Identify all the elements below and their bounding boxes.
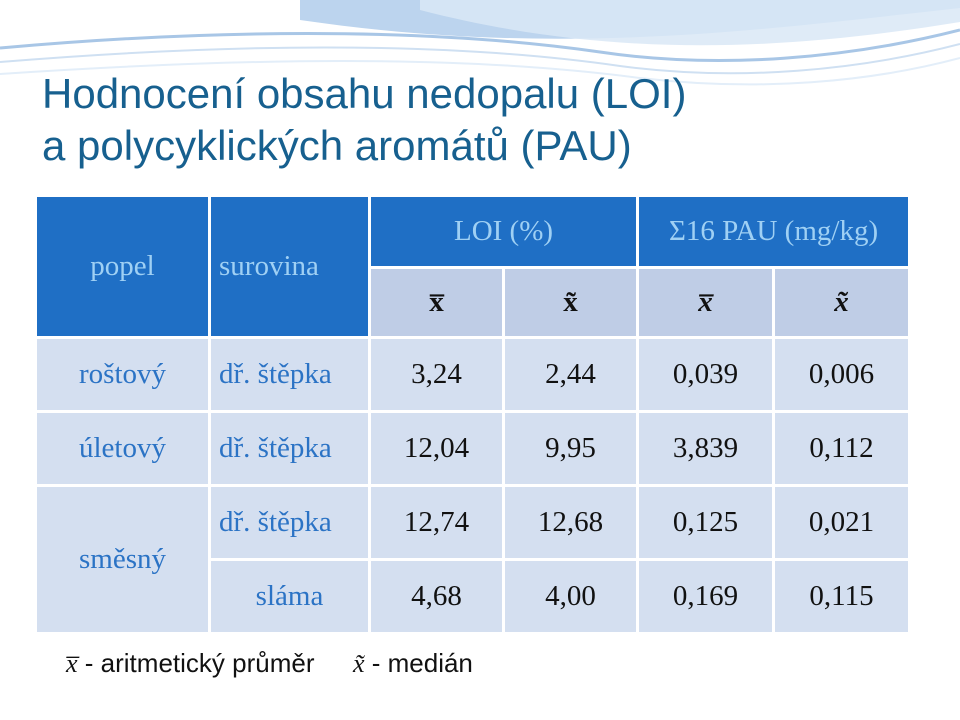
cell-surovina: sláma xyxy=(208,558,371,635)
cell-popel: úletový xyxy=(34,410,211,487)
header-loi: LOI (%) xyxy=(367,194,640,269)
cell-loi-median: 12,68 xyxy=(501,484,640,561)
cell-loi-median: 4,00 xyxy=(501,558,640,635)
table-row: sláma 4,68 4,00 0,169 0,115 xyxy=(36,558,912,635)
page-title: Hodnocení obsahu nedopalu (LOI) a polycy… xyxy=(42,68,686,172)
cell-popel: směsný xyxy=(34,484,211,635)
results-table: popel surovina LOI (%) Σ16 PAU (mg/kg) x… xyxy=(34,194,912,635)
legend-median-symbol: x̃ xyxy=(352,649,365,678)
header-surovina: surovina xyxy=(208,194,371,339)
subheader-pau-median: x̃ xyxy=(772,266,912,339)
header-pau: Σ16 PAU (mg/kg) xyxy=(636,194,912,269)
cell-loi-mean: 12,04 xyxy=(368,410,505,487)
legend: x̅ - aritmetický průměr x̃ - medián xyxy=(66,648,473,679)
legend-mean-symbol: x̅ xyxy=(66,649,78,678)
cell-loi-median: 9,95 xyxy=(501,410,640,487)
subheader-row: x̅ x̃ x̅ x̃ xyxy=(36,266,912,339)
cell-loi-mean: 4,68 xyxy=(368,558,505,635)
cell-pau-mean: 3,839 xyxy=(636,410,776,487)
cell-loi-median: 2,44 xyxy=(501,336,640,413)
cell-surovina: dř. štěpka xyxy=(208,484,371,561)
header-row: popel surovina LOI (%) Σ16 PAU (mg/kg) xyxy=(34,194,912,339)
title-line-2: a polycyklických aromátů (PAU) xyxy=(42,122,632,169)
legend-median-text: - medián xyxy=(371,648,473,678)
header-popel: popel xyxy=(34,194,211,339)
cell-pau-median: 0,021 xyxy=(772,484,912,561)
cell-pau-mean: 0,169 xyxy=(636,558,776,635)
table-row: roštový dř. štěpka 3,24 2,44 0,039 0,006 xyxy=(34,336,912,413)
legend-mean-text: - aritmetický průměr xyxy=(84,648,315,678)
cell-pau-median: 0,006 xyxy=(772,336,912,413)
title-line-1: Hodnocení obsahu nedopalu (LOI) xyxy=(42,70,687,117)
cell-surovina: dř. štěpka xyxy=(208,410,371,487)
cell-pau-mean: 0,039 xyxy=(636,336,776,413)
subheader-loi-mean: x̅ xyxy=(368,266,505,339)
cell-surovina: dř. štěpka xyxy=(208,336,371,413)
subheader-pau-mean: x̅ xyxy=(636,266,776,339)
header-wave-decoration xyxy=(0,0,960,86)
cell-pau-mean: 0,125 xyxy=(636,484,776,561)
cell-popel: roštový xyxy=(34,336,211,413)
table-row: směsný dř. štěpka 12,74 12,68 0,125 0,02… xyxy=(34,484,912,635)
cell-loi-mean: 3,24 xyxy=(368,336,505,413)
cell-pau-median: 0,115 xyxy=(772,558,912,635)
cell-pau-median: 0,112 xyxy=(772,410,912,487)
cell-loi-mean: 12,74 xyxy=(368,484,505,561)
subheader-loi-median: x̃ xyxy=(501,266,640,339)
table-row: úletový dř. štěpka 12,04 9,95 3,839 0,11… xyxy=(34,410,912,487)
